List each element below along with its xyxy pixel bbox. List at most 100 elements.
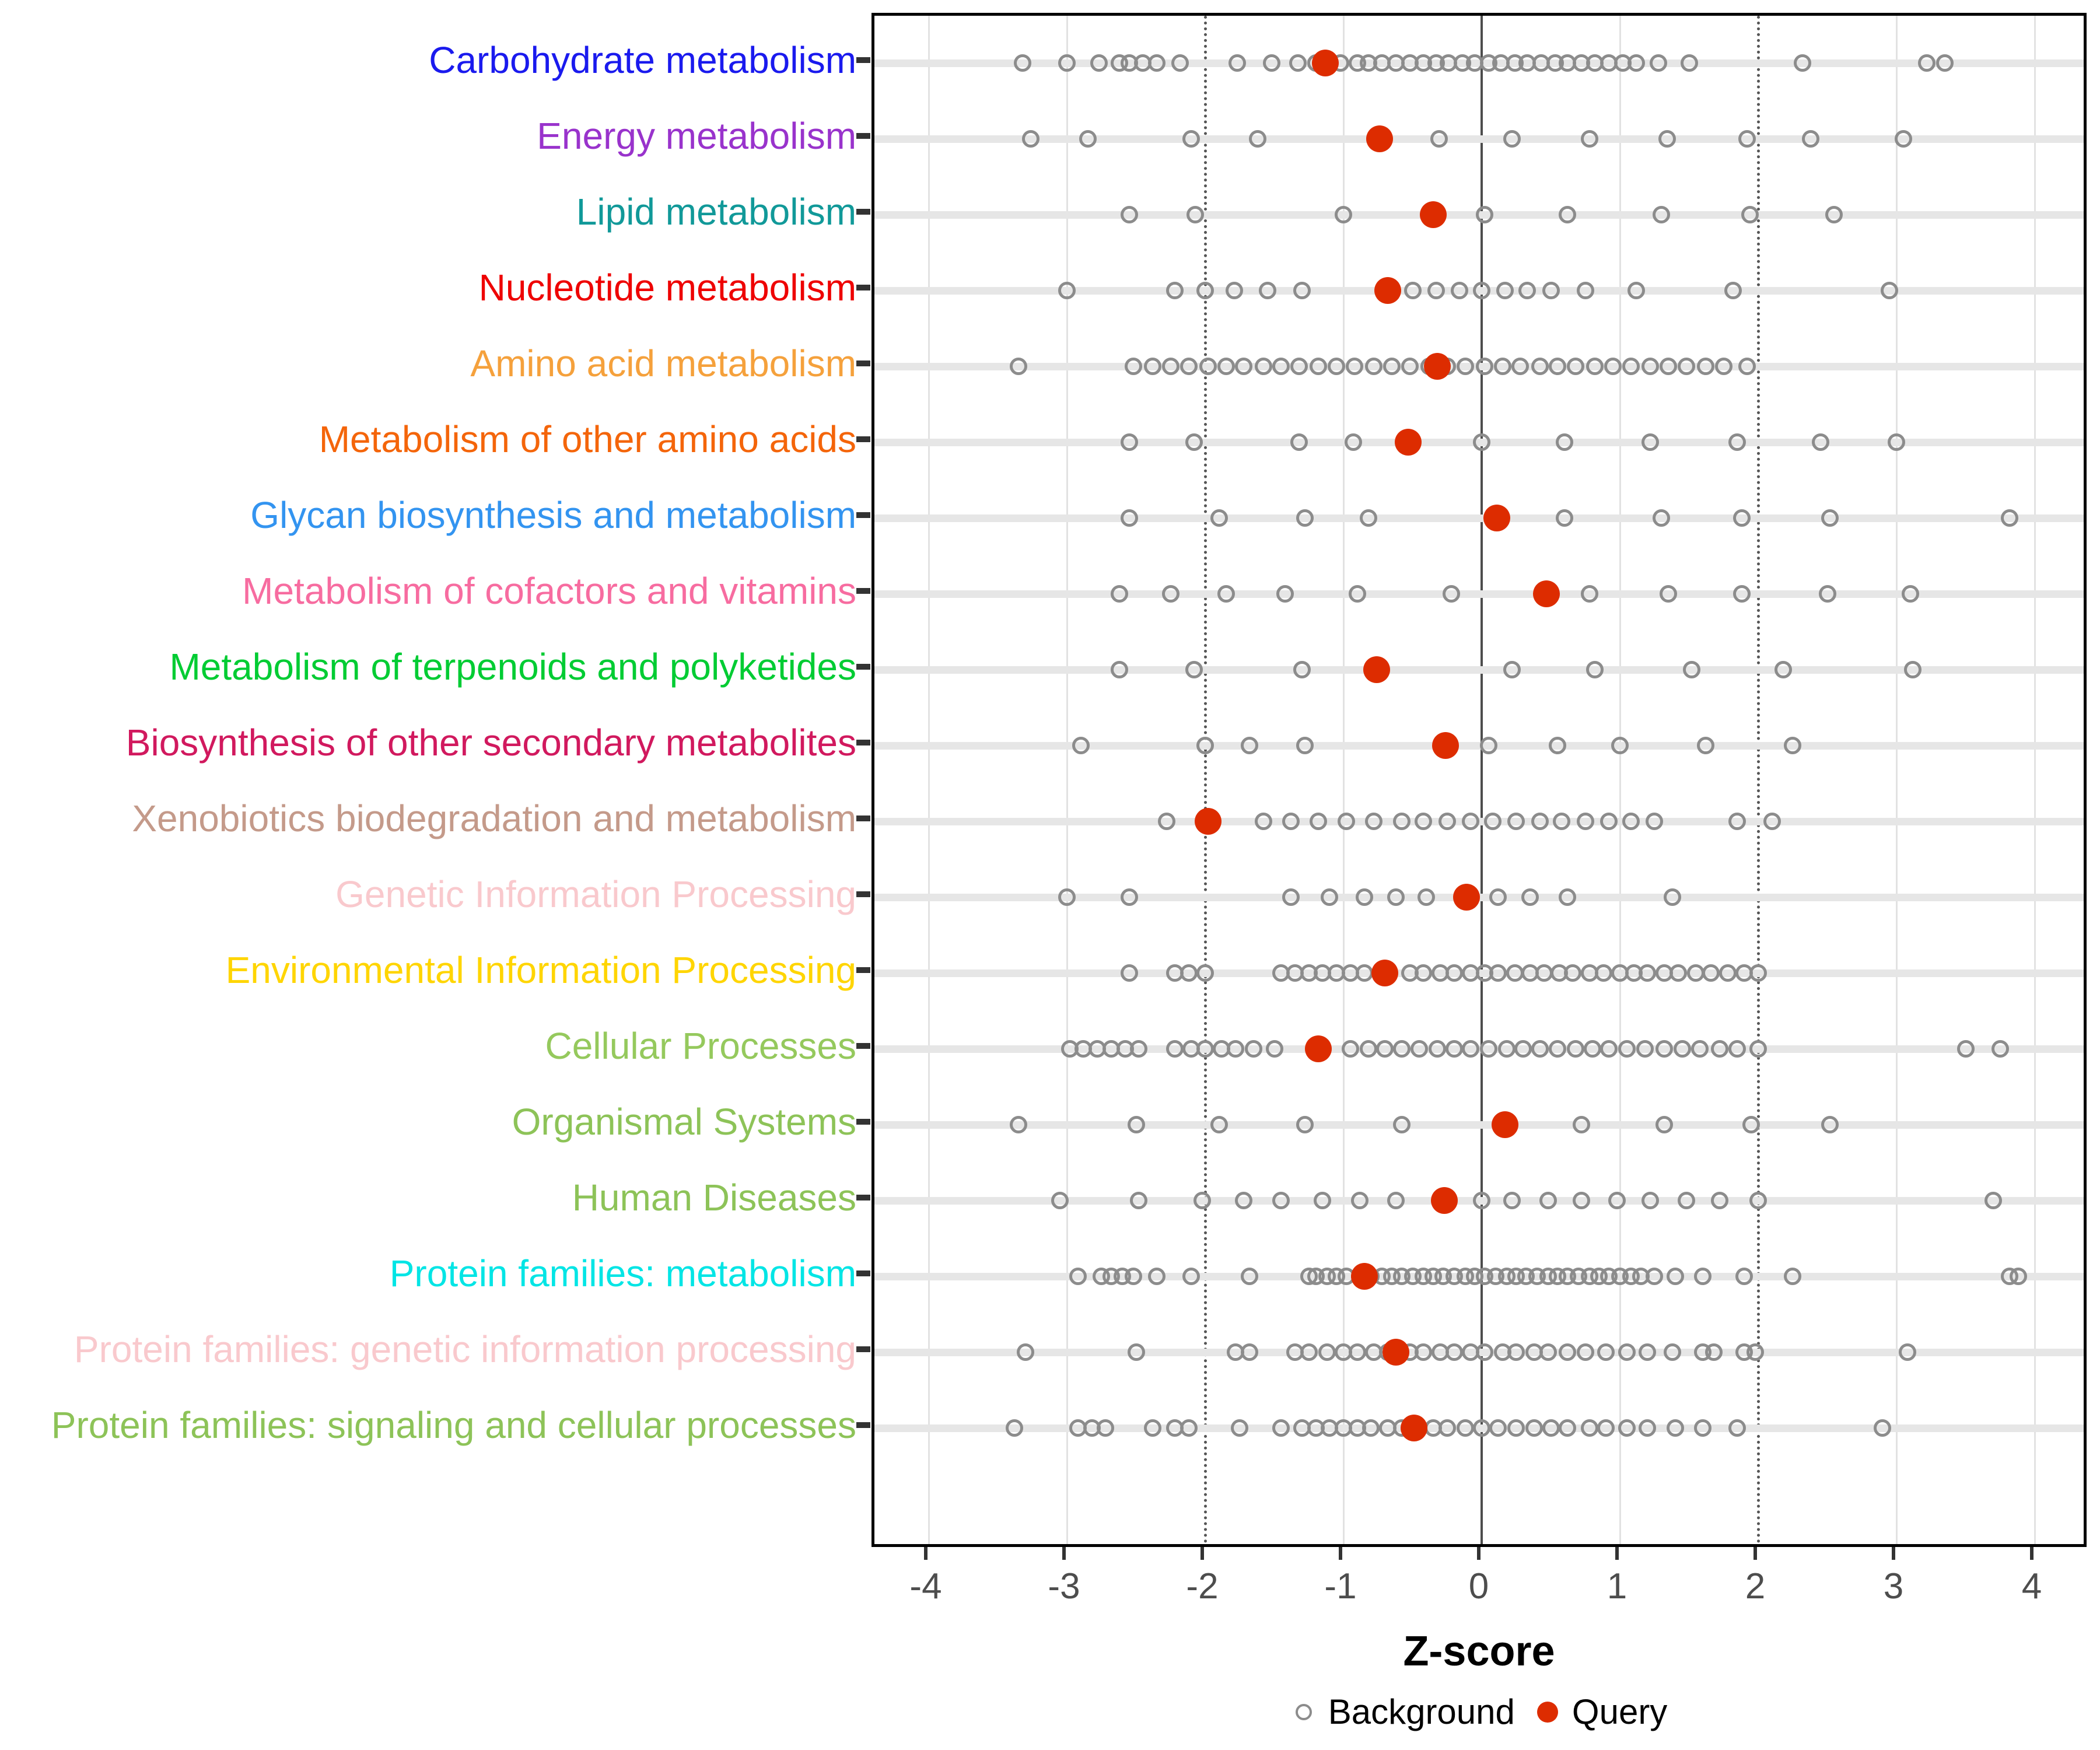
- background-point: [1489, 1419, 1507, 1437]
- background-point: [1655, 1116, 1673, 1133]
- query-point[interactable]: [1366, 125, 1393, 152]
- background-point: [1387, 888, 1405, 906]
- background-point: [1558, 1343, 1576, 1361]
- background-point: [1166, 282, 1184, 299]
- background-point: [1069, 1268, 1087, 1285]
- background-point: [1272, 358, 1290, 375]
- row-baseline: [874, 135, 2084, 143]
- background-point: [1821, 509, 1839, 527]
- background-point: [1604, 358, 1622, 375]
- background-point: [1738, 130, 1756, 148]
- query-point[interactable]: [1374, 277, 1401, 304]
- background-point: [1240, 1343, 1258, 1361]
- background-point: [1210, 1116, 1228, 1133]
- query-point[interactable]: [1400, 1415, 1427, 1441]
- background-point: [1022, 130, 1040, 148]
- background-point: [1445, 1343, 1463, 1361]
- query-point[interactable]: [1492, 1111, 1519, 1138]
- background-point: [1728, 433, 1746, 451]
- background-point: [1576, 282, 1594, 299]
- background-point: [1445, 1040, 1463, 1058]
- background-point: [1991, 1040, 2009, 1058]
- background-point: [1984, 1192, 2002, 1209]
- background-point: [1182, 1268, 1200, 1285]
- background-point: [1130, 1192, 1148, 1209]
- background-point: [1511, 358, 1530, 375]
- y-axis-tick: [856, 1119, 870, 1125]
- x-axis-tick: [1892, 1547, 1895, 1560]
- background-point: [1898, 1343, 1916, 1361]
- background-point: [1348, 1343, 1366, 1361]
- query-point[interactable]: [1452, 884, 1480, 911]
- background-point: [1691, 1040, 1709, 1058]
- background-point: [1127, 1116, 1145, 1133]
- query-point[interactable]: [1312, 50, 1339, 76]
- background-point: [1014, 54, 1032, 72]
- query-point[interactable]: [1431, 1187, 1458, 1214]
- background-point: [1051, 1192, 1069, 1209]
- background-point: [1818, 585, 1836, 603]
- background-point: [1507, 1343, 1525, 1361]
- background-point: [1642, 358, 1660, 375]
- y-axis-tick: [856, 1346, 870, 1352]
- legend-item-query: Query: [1535, 1692, 1667, 1732]
- query-point[interactable]: [1194, 808, 1222, 835]
- y-axis-tick: [856, 891, 870, 897]
- background-point: [1120, 964, 1138, 982]
- background-point: [1493, 358, 1511, 375]
- y-axis-label-18: Protein families: signaling and cellular…: [51, 1404, 856, 1446]
- query-point[interactable]: [1420, 201, 1447, 228]
- y-axis-label-7: Metabolism of cofactors and vitamins: [242, 570, 856, 612]
- background-point: [1576, 1343, 1594, 1361]
- x-axis-tick: [1062, 1547, 1066, 1560]
- background-point: [1741, 206, 1759, 223]
- query-point[interactable]: [1533, 580, 1560, 607]
- background-point: [1282, 888, 1300, 906]
- background-point: [1058, 54, 1076, 72]
- background-point: [1600, 1040, 1618, 1058]
- background-point: [1185, 661, 1203, 678]
- query-point[interactable]: [1424, 353, 1451, 380]
- background-point: [1321, 888, 1339, 906]
- background-point: [1567, 1040, 1585, 1058]
- background-point: [1673, 1040, 1691, 1058]
- background-point: [1097, 1419, 1115, 1437]
- background-point: [1586, 661, 1604, 678]
- background-point: [1881, 282, 1899, 299]
- query-point[interactable]: [1371, 960, 1399, 986]
- background-point: [1462, 1040, 1480, 1058]
- x-axis-tick-label-3: 3: [1883, 1566, 1904, 1606]
- y-axis-label-15: Human Diseases: [572, 1177, 856, 1219]
- gridline-x-3: [1896, 16, 1898, 1544]
- query-point[interactable]: [1363, 656, 1390, 683]
- background-point: [1784, 1268, 1802, 1285]
- gridline-x-0: [1480, 16, 1483, 1544]
- y-axis-label-13: Cellular Processes: [545, 1025, 856, 1067]
- query-point[interactable]: [1432, 732, 1460, 759]
- background-point: [1558, 1419, 1576, 1437]
- x-axis-tick: [1200, 1547, 1204, 1560]
- background-point: [1572, 1116, 1590, 1133]
- background-point: [1664, 1343, 1682, 1361]
- background-point: [1161, 585, 1180, 603]
- background-point: [1618, 1343, 1636, 1361]
- y-axis-label-14: Organismal Systems: [512, 1101, 856, 1143]
- background-point: [1622, 358, 1640, 375]
- row-baseline: [874, 742, 2084, 750]
- row-baseline: [874, 666, 2084, 674]
- query-point[interactable]: [1395, 429, 1422, 456]
- background-point: [1290, 358, 1308, 375]
- background-point: [1696, 358, 1714, 375]
- background-point: [1558, 206, 1576, 223]
- y-axis-tick: [856, 740, 870, 746]
- background-point: [1473, 1192, 1490, 1209]
- background-point: [1157, 813, 1175, 830]
- query-point[interactable]: [1350, 1263, 1378, 1290]
- background-point: [1742, 1116, 1760, 1133]
- background-point: [1664, 888, 1682, 906]
- query-point[interactable]: [1382, 1339, 1410, 1366]
- query-point[interactable]: [1305, 1035, 1332, 1062]
- query-point[interactable]: [1483, 505, 1511, 531]
- background-point: [1475, 206, 1493, 223]
